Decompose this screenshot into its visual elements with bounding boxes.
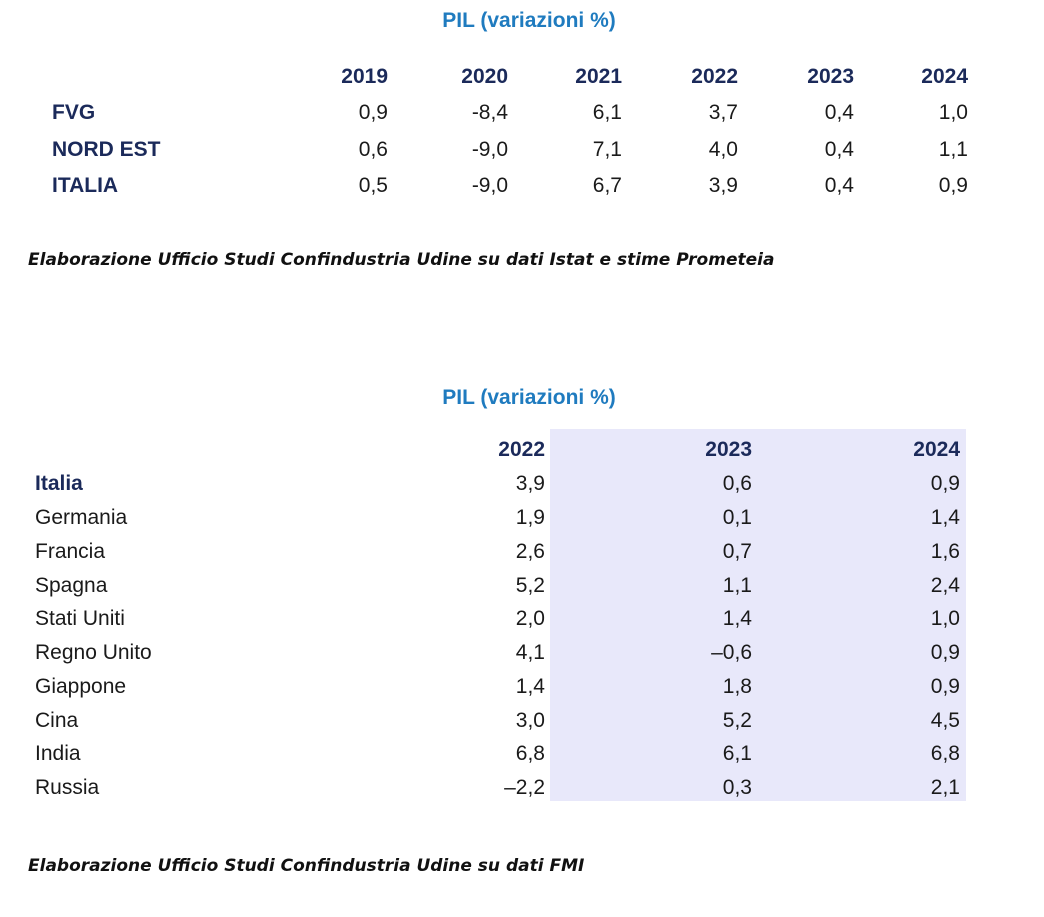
table1-source-note: Elaborazione Ufficio Studi Confindustria… [28,250,775,270]
table2-cell: 2,6 [515,540,545,563]
table2-cell: 1,6 [930,540,960,563]
table1-cell: 0,9 [358,101,388,124]
table2-source-note: Elaborazione Ufficio Studi Confindustria… [28,856,585,876]
table1-cell: 1,1 [938,138,968,161]
table2-cell: 1,4 [930,506,960,529]
table2-cell: 5,2 [515,574,545,597]
table2-cell: 0,9 [930,472,960,495]
table1-cell: 1,0 [938,101,968,124]
table1-cell: -8,4 [471,101,508,124]
table2-row-label: Cina [35,709,79,732]
table2-cell: 5,2 [722,709,752,732]
table2-cell: 0,1 [722,506,752,529]
table1-cell: 0,6 [358,138,388,161]
table2-cell: 4,5 [930,709,960,732]
table2-cell: 1,1 [722,574,752,597]
table2-cell: 3,9 [515,472,545,495]
table2-cell: 0,7 [722,540,752,563]
table2-cell: 6,1 [722,742,752,765]
table2-header-year: 2024 [913,438,960,461]
table1-cell: -9,0 [471,138,508,161]
table2-cell: 2,1 [930,776,960,799]
table2-cell: 0,3 [722,776,752,799]
table2-cell: 1,4 [515,675,545,698]
table2-row-label: Italia [35,472,83,495]
table2-shaded-area [550,429,966,801]
table2-cell: 0,6 [722,472,752,495]
table1-cell: 3,9 [708,174,738,197]
table2-row-label: Germania [35,506,128,529]
table1-row-label: ITALIA [52,174,119,197]
table2-cell: 6,8 [930,742,960,765]
table2-cell: 1,8 [722,675,752,698]
table1-title: PIL (variazioni %) [442,9,616,32]
table2-cell: –2,2 [504,776,545,799]
table2-cell: 1,9 [515,506,545,529]
table1-row-label: FVG [52,101,96,124]
table2-cell: 0,9 [930,675,960,698]
table2-header-year: 2022 [498,438,545,461]
table1-cell: 0,5 [358,174,388,197]
table1-cell: 7,1 [592,138,622,161]
table2-header-year: 2023 [705,438,752,461]
table1-header-year: 2021 [575,65,622,88]
table1-header-year: 2019 [341,65,388,88]
table1-header-year: 2022 [691,65,738,88]
table2-cell: 6,8 [515,742,545,765]
table2-row-label: India [35,742,81,765]
table2-cell: 3,0 [515,709,545,732]
table2-row-label: Stati Uniti [35,607,125,630]
table1-cell: 6,7 [592,174,622,197]
table1-header-year: 2023 [807,65,854,88]
table2-cell: 2,4 [930,574,960,597]
table2-cell: 0,9 [930,641,960,664]
table1-cell: 0,4 [824,138,854,161]
table1-header-year: 2024 [921,65,968,88]
table2-title: PIL (variazioni %) [442,386,616,409]
table1-row-label: NORD EST [52,138,161,161]
table2-cell: 1,4 [722,607,752,630]
table2-row-label: Giappone [35,675,127,698]
table2-row-label: Russia [35,776,100,799]
table2-cell: 4,1 [515,641,545,664]
table1-cell: 4,0 [708,138,738,161]
table2-cell: 2,0 [515,607,545,630]
table2-cell: –0,6 [711,641,752,664]
table1-cell: 0,4 [824,101,854,124]
table1-header-year: 2020 [461,65,508,88]
table2-row-label: Spagna [35,574,108,597]
table1-cell: 6,1 [592,101,622,124]
table1-cell: 3,7 [708,101,738,124]
table2-cell: 1,0 [930,607,960,630]
table1-cell: 0,9 [938,174,968,197]
table2-row-label: Regno Unito [35,641,152,664]
table2-row-label: Francia [35,540,106,563]
table1-cell: 0,4 [824,174,854,197]
table1-cell: -9,0 [471,174,508,197]
